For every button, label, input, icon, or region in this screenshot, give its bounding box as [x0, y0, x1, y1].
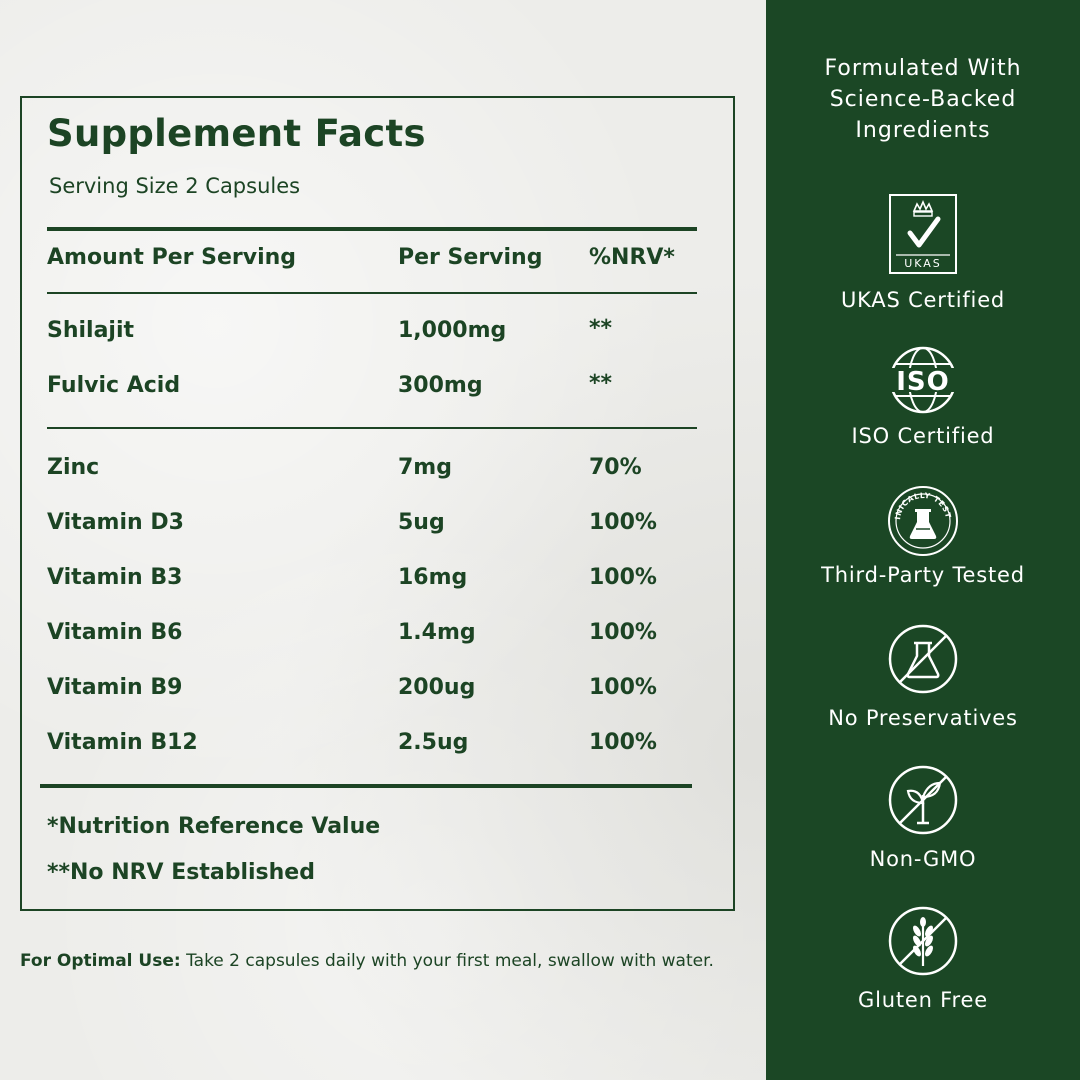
- cert-label: ISO Certified: [851, 424, 995, 448]
- ingredient-nrv: 100%: [589, 675, 657, 700]
- footnote-nrv-definition: *Nutrition Reference Value: [47, 814, 381, 839]
- facts-area: Supplement Facts Serving Size 2 Capsules…: [20, 96, 735, 975]
- cert-label: UKAS Certified: [840, 288, 1006, 312]
- sidebar-title-line: Formulated With: [824, 56, 1022, 81]
- ingredient-name: Shilajit: [47, 318, 135, 343]
- footnote-no-nrv: **No NRV Established: [47, 860, 315, 885]
- ingredient-name: Vitamin D3: [47, 510, 184, 535]
- cert-label: Gluten Free: [858, 988, 988, 1012]
- ingredient-nrv: 100%: [589, 730, 657, 755]
- group-divider-rule: [47, 427, 697, 429]
- ukas-badge-text: UKAS: [904, 257, 942, 270]
- cert-label: No Preservatives: [828, 706, 1018, 730]
- sidebar-title-line: Science-Backed: [829, 87, 1017, 112]
- ingredient-amount: 1.4mg: [398, 620, 476, 645]
- header-amount-per-serving: Amount Per Serving: [47, 245, 297, 270]
- ingredient-nrv: 70%: [589, 455, 642, 480]
- ingredient-name: Vitamin B3: [47, 565, 183, 590]
- gluten-free-wheat-icon: [886, 906, 960, 980]
- sidebar-title-line: Ingredients: [855, 118, 991, 143]
- ingredient-amount: 7mg: [398, 455, 452, 480]
- ingredient-amount: 300mg: [398, 373, 483, 398]
- ingredient-nrv: 100%: [589, 565, 657, 590]
- ingredient-name: Vitamin B12: [47, 730, 198, 755]
- header-nrv: %NRV*: [589, 245, 675, 270]
- iso-badge-text: ISO: [896, 367, 950, 397]
- header-bottom-rule: [47, 292, 697, 294]
- ingredient-amount: 1,000mg: [398, 318, 507, 343]
- iso-globe-icon: ISO: [886, 346, 960, 420]
- ingredient-amount: 5ug: [398, 510, 445, 535]
- ingredient-name: Zinc: [47, 455, 100, 480]
- ingredient-nrv: **: [589, 316, 613, 341]
- header-top-rule: [47, 227, 697, 231]
- serving-size: Serving Size 2 Capsules: [49, 174, 301, 198]
- usage-instructions: For Optimal Use: Take 2 capsules daily w…: [20, 948, 720, 975]
- clinically-tested-icon: CLINICALLY TESTED: [886, 484, 960, 558]
- header-per-serving: Per Serving: [398, 245, 543, 270]
- cert-label: Third-Party Tested: [821, 563, 1025, 587]
- certifications-sidebar: Formulated With Science-Backed Ingredien…: [766, 0, 1080, 1080]
- ingredient-nrv: 100%: [589, 620, 657, 645]
- ingredient-nrv: 100%: [589, 510, 657, 535]
- ingredient-name: Fulvic Acid: [47, 373, 181, 398]
- ingredient-name: Vitamin B6: [47, 620, 183, 645]
- ingredient-amount: 200ug: [398, 675, 476, 700]
- ingredient-nrv: **: [589, 371, 613, 396]
- usage-text: Take 2 capsules daily with your first me…: [186, 951, 714, 971]
- facts-title: Supplement Facts: [47, 112, 426, 155]
- ingredient-amount: 16mg: [398, 565, 468, 590]
- ingredient-amount: 2.5ug: [398, 730, 469, 755]
- cert-label: Non-GMO: [869, 847, 977, 871]
- table-bottom-rule: [40, 784, 692, 788]
- no-preservatives-flask-icon: [886, 624, 960, 698]
- supplement-facts-panel: Supplement Facts Serving Size 2 Capsules…: [20, 96, 735, 911]
- ukas-crown-check-icon: UKAS: [886, 193, 960, 274]
- ingredient-name: Vitamin B9: [47, 675, 183, 700]
- non-gmo-sprout-icon: [886, 765, 960, 839]
- sidebar-title: Formulated With Science-Backed Ingredien…: [766, 53, 1080, 146]
- usage-label: For Optimal Use:: [20, 951, 181, 971]
